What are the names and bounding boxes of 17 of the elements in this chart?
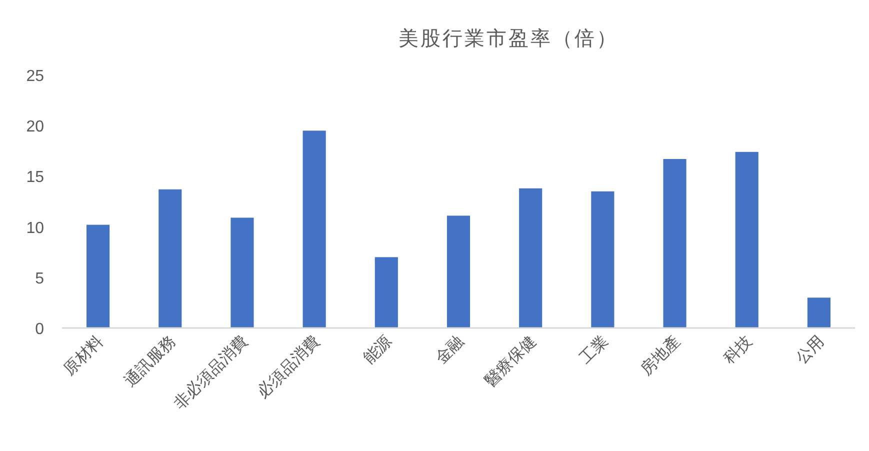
xtick: 能源 bbox=[360, 332, 396, 368]
xtick: 房地產 bbox=[638, 332, 684, 379]
ytick: 10 bbox=[26, 220, 44, 237]
title: 美股行業市盈率（倍） bbox=[398, 28, 618, 50]
xtick: 通訊服務 bbox=[122, 332, 179, 390]
xtick: 科技 bbox=[721, 332, 756, 368]
xtick: 金融 bbox=[432, 332, 468, 368]
xtick: 工業 bbox=[576, 332, 612, 368]
xtick: 公用 bbox=[793, 332, 828, 368]
xtick: 原材料 bbox=[60, 332, 107, 379]
ytick: 25 bbox=[26, 68, 44, 85]
ytick: 5 bbox=[35, 270, 44, 288]
xtick: 必須品消費 bbox=[254, 332, 324, 402]
ytick: 15 bbox=[26, 169, 44, 186]
xtick: 醫療保健 bbox=[482, 332, 540, 390]
ytick: 0 bbox=[35, 321, 44, 338]
ytick: 20 bbox=[26, 118, 44, 136]
